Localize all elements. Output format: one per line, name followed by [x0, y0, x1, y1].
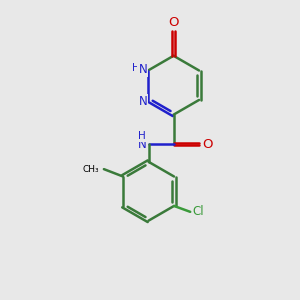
Text: O: O: [168, 16, 179, 29]
Text: N: N: [138, 138, 146, 151]
Text: H: H: [132, 63, 140, 73]
Text: N: N: [138, 63, 147, 76]
Text: O: O: [202, 138, 213, 151]
Text: CH₃: CH₃: [83, 165, 100, 174]
Text: Cl: Cl: [193, 205, 204, 218]
Text: H: H: [138, 131, 146, 141]
Text: N: N: [138, 94, 147, 108]
